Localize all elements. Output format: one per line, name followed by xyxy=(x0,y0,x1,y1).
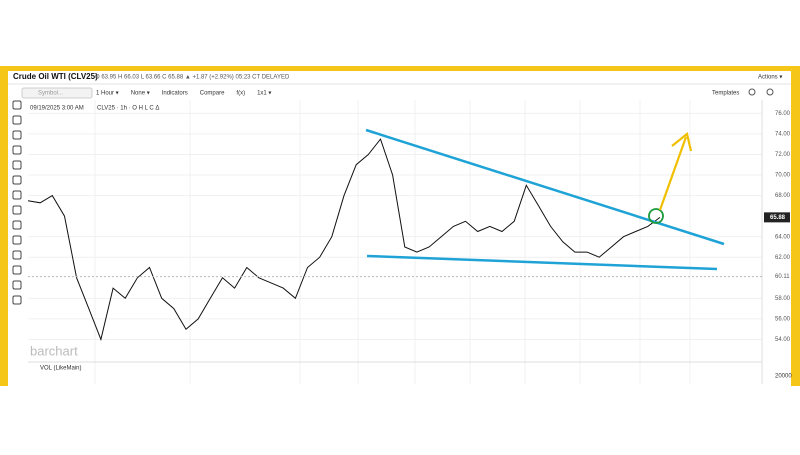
toolbar-item[interactable]: 1x1 ▾ xyxy=(257,91,271,97)
tool-icon[interactable] xyxy=(12,280,22,290)
legend-date: 09/19/2025 3:00 AM xyxy=(30,106,84,112)
price-layer xyxy=(27,138,661,342)
volume-axis-label: 20000 xyxy=(775,374,792,380)
toolbar-item[interactable]: Compare xyxy=(200,91,225,97)
tool-column xyxy=(12,100,22,305)
y-tick-label: 56.00 xyxy=(775,316,791,322)
arrow-shaft xyxy=(658,136,688,211)
symbol-title: Crude Oil WTI (CLV25) xyxy=(13,72,98,81)
y-tick-label: 72.00 xyxy=(775,152,791,158)
breakout-circle xyxy=(648,208,664,224)
y-tick-label: 58.00 xyxy=(775,296,791,302)
icon[interactable] xyxy=(766,88,774,96)
window xyxy=(8,71,791,386)
tool-icon[interactable] xyxy=(12,250,22,260)
settings-icon[interactable] xyxy=(748,88,756,96)
tool-icon[interactable] xyxy=(12,220,22,230)
price-line xyxy=(27,138,661,342)
tool-icon[interactable] xyxy=(12,265,22,275)
search-placeholder: Symbol... xyxy=(38,91,63,97)
watermark: barchart xyxy=(30,343,78,358)
tool-icon[interactable] xyxy=(12,100,22,110)
toolbar-item[interactable]: f(x) xyxy=(236,91,245,97)
y-tick-label: 62.00 xyxy=(775,255,791,261)
templates[interactable]: Templates xyxy=(712,91,739,97)
tool-icon[interactable] xyxy=(12,190,22,200)
y-tick-label: 54.00 xyxy=(775,337,791,343)
quote: O 63.95 H 66.03 L 63.66 C 65.88 ▲ +1.87 … xyxy=(95,75,290,81)
legend-symbol: CLV25 · 1h · O H L C Δ xyxy=(97,106,159,112)
toolbar-item[interactable]: Indicators xyxy=(162,91,188,97)
y-tick-label: 76.00 xyxy=(775,111,791,117)
last-price-box xyxy=(764,212,790,223)
y-tick-label: 70.00 xyxy=(775,173,791,179)
tool-icon[interactable] xyxy=(12,130,22,140)
y-tick-label: 68.00 xyxy=(775,193,791,199)
y-tick-label: 74.00 xyxy=(775,131,791,137)
tool-icon[interactable] xyxy=(12,295,22,305)
tool-icon[interactable] xyxy=(12,175,22,185)
last-price-label: 65.88 xyxy=(770,215,786,221)
toolbar-item[interactable]: 1 Hour ▾ xyxy=(96,91,119,97)
arrow-head xyxy=(671,132,693,152)
grid xyxy=(28,100,762,384)
lower-trendline xyxy=(366,254,718,271)
y-tick-label: 64.00 xyxy=(775,234,791,240)
tool-icon[interactable] xyxy=(12,160,22,170)
tool-icon[interactable] xyxy=(12,205,22,215)
search-box[interactable] xyxy=(21,87,93,99)
upper-trendline xyxy=(365,128,725,246)
actions[interactable]: Actions ▾ xyxy=(758,75,782,81)
volume-label: VOL (LikeMain) xyxy=(40,366,81,372)
toolbar-item[interactable]: None ▾ xyxy=(131,91,150,97)
marker-label: 60.11 xyxy=(775,274,790,280)
tool-icon[interactable] xyxy=(12,235,22,245)
tool-icon[interactable] xyxy=(12,115,22,125)
tool-icon[interactable] xyxy=(12,145,22,155)
